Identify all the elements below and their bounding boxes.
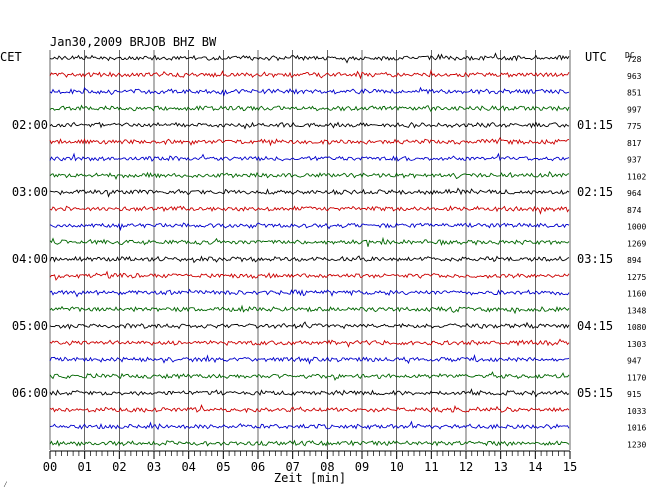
left-hour-label-0: 02:00 [12, 118, 48, 132]
trace-line-9 [49, 205, 570, 215]
x-tick-label-14: 14 [528, 460, 542, 474]
dc-value-21: 1033 [627, 407, 646, 416]
x-tick-label-13: 13 [493, 460, 507, 474]
seismogram-traces [49, 52, 570, 447]
trace-labels: 728 963 851 997 775 02:00 01:15 817 937 1102 964 03… [12, 55, 647, 449]
left-hour-label-1: 03:00 [12, 185, 48, 199]
dc-value-13: 1275 [627, 273, 646, 282]
trace-line-10 [49, 222, 570, 232]
dc-value-19: 1170 [627, 373, 646, 382]
left-hour-label-3: 05:00 [12, 319, 48, 333]
x-tick-label-11: 11 [424, 460, 438, 474]
right-hour-label-3: 04:15 [577, 319, 613, 333]
trace-line-7 [49, 171, 570, 180]
dc-value-12: 894 [627, 256, 642, 265]
dc-value-1: 963 [627, 72, 642, 81]
dc-value-6: 937 [627, 156, 642, 165]
dc-value-16: 1080 [627, 323, 646, 332]
x-tick-label-7: 07 [285, 460, 299, 474]
time-gridlines [49, 50, 571, 450]
left-axis-title: CET [0, 50, 22, 64]
dc-value-8: 964 [627, 189, 642, 198]
right-hour-label-1: 02:15 [577, 185, 613, 199]
corner-mark: ⁄ [3, 480, 8, 489]
x-axis-label: Zeit [min] [274, 471, 346, 485]
trace-line-20 [49, 388, 570, 398]
dc-value-10: 1000 [627, 223, 646, 232]
dc-label: DC [625, 51, 635, 60]
trace-line-1 [49, 69, 570, 80]
dc-value-0: 728 [627, 55, 642, 64]
dc-value-11: 1269 [627, 239, 646, 248]
right-hour-label-0: 01:15 [577, 118, 613, 132]
left-hour-label-2: 04:00 [12, 252, 48, 266]
trace-line-3 [49, 104, 570, 113]
trace-line-17 [49, 338, 570, 348]
trace-line-15 [49, 304, 570, 315]
x-tick-label-1: 01 [77, 460, 91, 474]
x-tick-label-15: 15 [563, 460, 577, 474]
trace-line-19 [49, 371, 570, 381]
x-tick-label-2: 02 [112, 460, 126, 474]
dc-value-18: 947 [627, 357, 642, 366]
chart-title: Jan30,2009 BRJOB BHZ BW [50, 35, 217, 49]
dc-value-17: 1303 [627, 340, 646, 349]
dc-value-5: 817 [627, 139, 642, 148]
dc-value-7: 1102 [627, 172, 646, 181]
dc-value-20: 915 [627, 390, 642, 399]
dc-value-4: 775 [627, 122, 642, 131]
x-tick-label-4: 04 [181, 460, 195, 474]
x-tick-label-3: 03 [147, 460, 161, 474]
x-tick-label-12: 12 [459, 460, 473, 474]
dc-value-9: 874 [627, 206, 642, 215]
trace-line-21 [49, 404, 570, 414]
trace-line-13 [49, 270, 570, 281]
x-axis: 00 01 02 03 04 05 06 07 08 09 10 11 12 13 14 15 [43, 450, 577, 474]
trace-line-6 [49, 152, 570, 162]
trace-line-14 [49, 288, 570, 298]
trace-line-18 [49, 354, 570, 365]
x-tick-label-0: 00 [43, 460, 57, 474]
trace-line-4 [49, 121, 570, 130]
trace-line-22 [49, 420, 570, 431]
trace-line-16 [49, 321, 570, 330]
trace-line-23 [49, 439, 570, 447]
x-tick-label-8: 08 [320, 460, 334, 474]
left-hour-label-4: 06:00 [12, 386, 48, 400]
dc-value-22: 1016 [627, 424, 646, 433]
right-axis-title: UTC [585, 50, 607, 64]
dc-value-15: 1348 [627, 306, 646, 315]
trace-line-11 [49, 236, 570, 247]
right-hour-label-2: 03:15 [577, 252, 613, 266]
dc-value-3: 997 [627, 105, 642, 114]
x-tick-label-10: 10 [389, 460, 403, 474]
trace-line-2 [49, 86, 570, 97]
trace-line-0 [49, 52, 570, 64]
dc-value-14: 1160 [627, 290, 646, 299]
trace-line-12 [49, 255, 570, 264]
trace-line-5 [49, 137, 570, 147]
x-tick-label-6: 06 [251, 460, 265, 474]
dc-value-23: 1230 [627, 440, 646, 449]
dc-value-2: 851 [627, 89, 642, 98]
right-hour-label-4: 05:15 [577, 386, 613, 400]
trace-line-8 [49, 187, 570, 198]
x-tick-label-9: 09 [355, 460, 369, 474]
x-tick-label-5: 05 [216, 460, 230, 474]
